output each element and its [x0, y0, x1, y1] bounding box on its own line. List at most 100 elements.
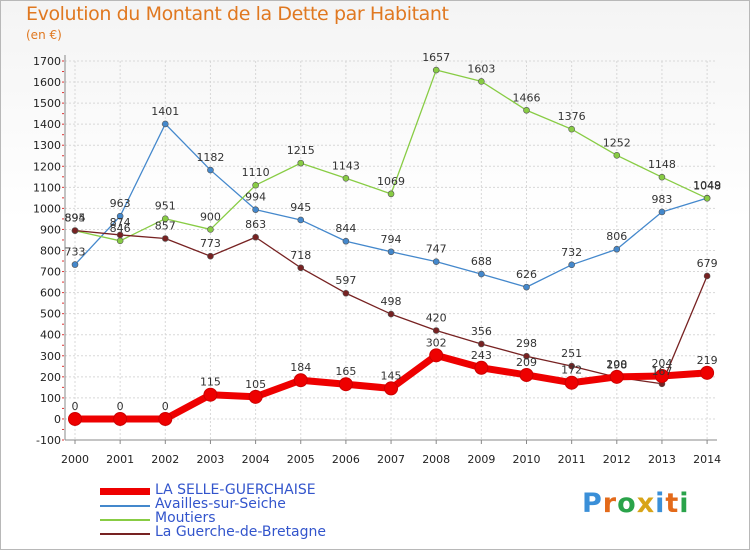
- data-label: 597: [335, 274, 356, 287]
- data-point: [658, 173, 666, 181]
- data-point: [203, 387, 218, 402]
- chart-unit: (en €): [26, 28, 62, 42]
- legend-label: La Guerche-de-Bretagne: [155, 524, 327, 540]
- series-lines: [68, 66, 715, 426]
- data-point: [432, 66, 440, 74]
- data-label: 951: [155, 200, 176, 213]
- y-tick-label: 1600: [33, 76, 61, 89]
- data-point: [654, 368, 669, 383]
- data-label: 167: [651, 365, 672, 378]
- x-tick-label: 2009: [467, 453, 495, 466]
- data-point: [116, 212, 124, 220]
- data-label: 857: [155, 219, 176, 232]
- data-point: [523, 283, 530, 291]
- y-tick-label: 1000: [33, 202, 61, 215]
- data-point: [297, 264, 305, 272]
- data-point: [700, 365, 715, 380]
- data-point: [342, 289, 350, 297]
- data-point: [162, 120, 169, 128]
- data-point: [568, 125, 575, 133]
- data-label: 1657: [422, 51, 450, 64]
- data-point: [207, 226, 214, 233]
- data-point: [429, 348, 444, 363]
- data-label: 165: [335, 365, 356, 378]
- data-point: [387, 248, 395, 256]
- data-label: 420: [426, 312, 447, 325]
- data-point: [523, 106, 530, 114]
- x-tick-label: 2006: [332, 453, 360, 466]
- data-label: 1182: [196, 151, 224, 164]
- data-label: 172: [561, 364, 582, 377]
- data-label: 1376: [558, 110, 586, 123]
- data-label: 874: [110, 216, 131, 229]
- data-label: 1466: [513, 91, 541, 104]
- data-point: [613, 245, 621, 253]
- y-tick-label: 1500: [33, 97, 61, 110]
- data-label: 200: [606, 358, 627, 371]
- data-point: [387, 310, 395, 318]
- data-label: 963: [110, 197, 131, 210]
- data-label: 718: [290, 249, 311, 262]
- data-label: 1143: [332, 159, 360, 172]
- data-point: [162, 235, 169, 242]
- data-point: [519, 367, 534, 382]
- data-label: 204: [651, 357, 672, 370]
- data-label: 105: [245, 378, 266, 391]
- data-label: 688: [471, 255, 492, 268]
- data-point: [432, 258, 440, 265]
- data-label: 900: [200, 210, 221, 223]
- data-label: 945: [290, 201, 311, 214]
- data-point: [116, 231, 124, 239]
- data-point: [568, 362, 575, 370]
- data-point: [342, 174, 350, 182]
- data-point: [252, 233, 259, 241]
- data-point: [432, 327, 440, 334]
- legend-swatch: [100, 505, 150, 507]
- data-label: 844: [335, 222, 356, 235]
- data-point: [609, 369, 624, 384]
- data-point: [248, 389, 263, 404]
- data-point: [293, 373, 308, 388]
- data-label: 732: [561, 246, 582, 259]
- legend-label: LA SELLE-GUERCHAISE: [155, 482, 316, 498]
- data-point: [478, 270, 485, 278]
- x-tick-label: 2001: [106, 453, 134, 466]
- y-tick-label: 300: [40, 350, 61, 363]
- y-tick-label: 1300: [33, 139, 61, 152]
- data-label: 806: [606, 230, 627, 243]
- data-point: [113, 411, 128, 426]
- data-point: [252, 181, 259, 189]
- x-tick-label: 2012: [603, 453, 631, 466]
- data-point: [158, 411, 173, 426]
- data-label: 1049: [693, 179, 721, 192]
- x-tick-label: 2011: [558, 453, 586, 466]
- data-point: [384, 381, 399, 396]
- x-tick-label: 2010: [513, 453, 541, 466]
- data-label: 0: [72, 400, 79, 413]
- data-label: 1401: [151, 105, 179, 118]
- x-tick-label: 2005: [287, 453, 315, 466]
- data-label: 1603: [467, 62, 495, 75]
- data-label: 747: [426, 243, 447, 256]
- x-tick-label: 2007: [377, 453, 405, 466]
- y-tick-label: 800: [40, 245, 61, 258]
- data-label: 773: [200, 237, 221, 250]
- data-point: [342, 237, 350, 245]
- data-point: [297, 159, 305, 167]
- data-label: 994: [245, 191, 266, 204]
- y-tick-label: 600: [40, 287, 61, 300]
- data-label: 895: [65, 211, 86, 224]
- x-tick-label: 2014: [693, 453, 721, 466]
- data-label: 626: [516, 268, 537, 281]
- data-point: [116, 237, 124, 245]
- legend-label: Availles-sur-Seiche: [155, 496, 286, 512]
- data-label: 0: [162, 400, 169, 413]
- data-label: 1148: [648, 158, 676, 171]
- data-label: 679: [697, 257, 718, 270]
- proxiti-logo: Proxiti: [582, 488, 690, 519]
- data-label: 251: [561, 347, 582, 360]
- series-line-2: [74, 69, 708, 242]
- y-tick-label: 400: [40, 329, 61, 342]
